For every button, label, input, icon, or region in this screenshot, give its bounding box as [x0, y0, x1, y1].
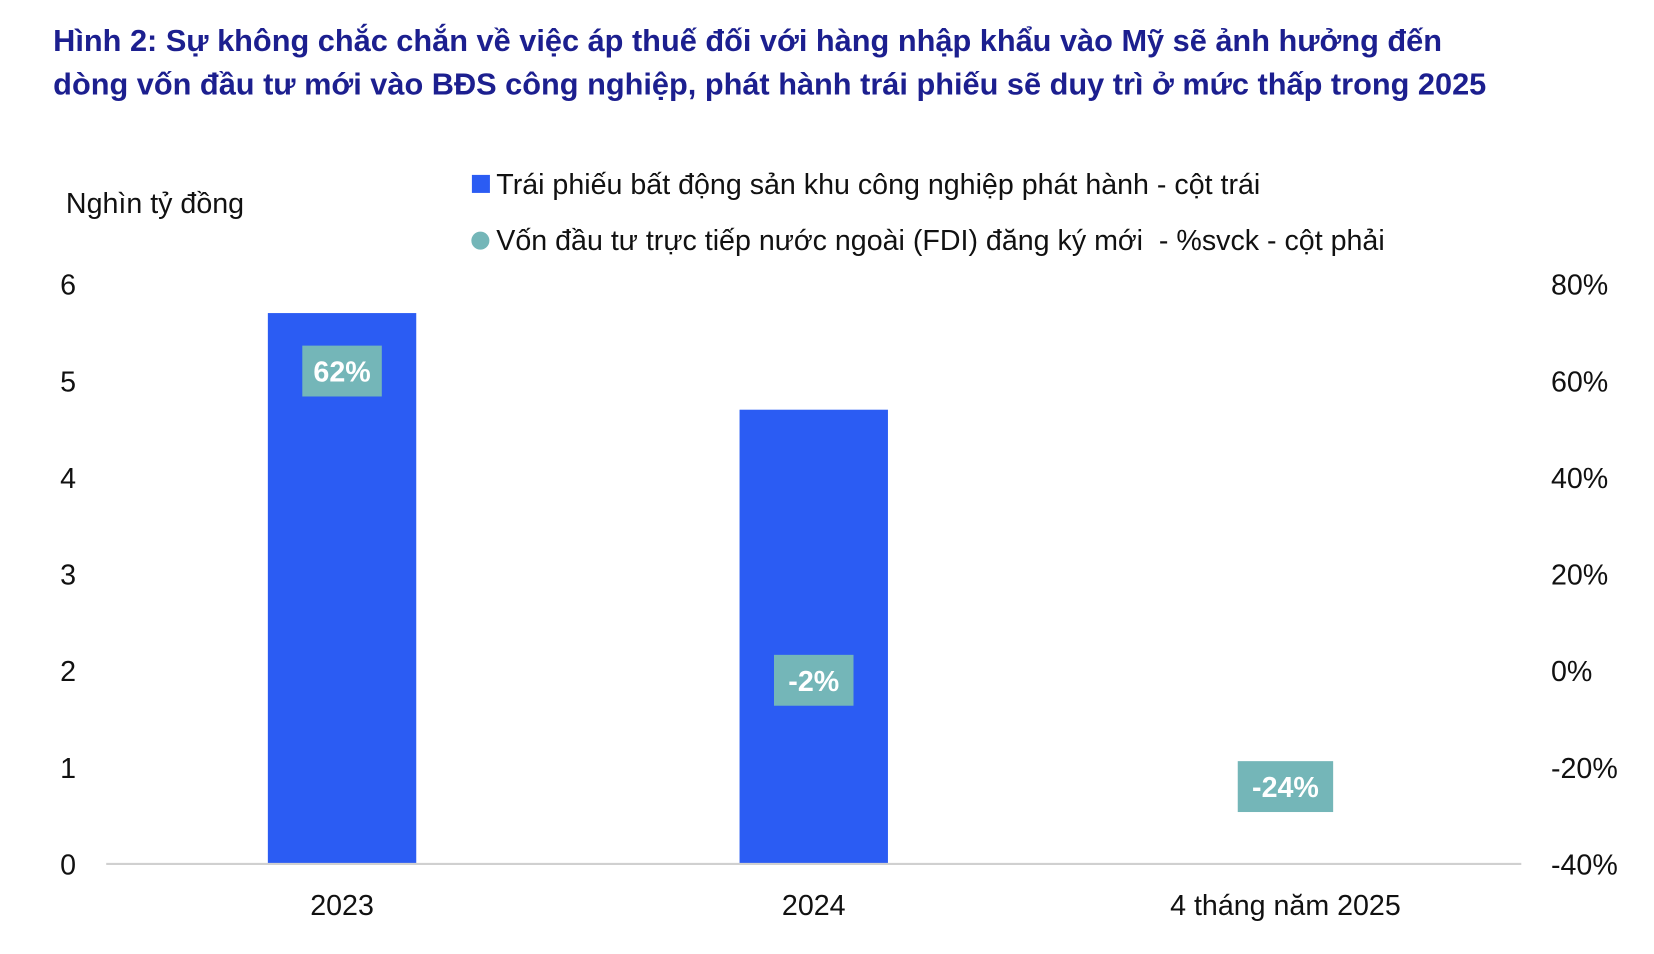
- y2-tick-label: 20%: [1551, 560, 1608, 592]
- data-label-box: [774, 654, 854, 706]
- data-label-box: [1237, 761, 1334, 813]
- y-tick-label: 2: [60, 656, 76, 688]
- y2-tick-label: -20%: [1551, 753, 1618, 785]
- y-tick-label: 1: [60, 753, 76, 785]
- y-tick-label: 5: [60, 366, 76, 398]
- legend-marker-swatch: [471, 231, 490, 250]
- y2-tick-label: 0%: [1551, 656, 1592, 688]
- x-tick-label: 2024: [782, 890, 846, 922]
- data-label: -24%: [1252, 772, 1319, 804]
- chart-title-line-2: dòng vốn đầu tư mới vào BĐS công nghiệp,…: [53, 66, 1486, 101]
- legend-bar-swatch: [471, 174, 490, 193]
- y2-tick-label: 40%: [1551, 463, 1608, 495]
- chart-title-line-1: Hình 2: Sự không chắc chắn về việc áp th…: [53, 22, 1442, 58]
- y-tick-label: 3: [60, 560, 76, 592]
- legend-bar-label: Trái phiếu bất động sản khu công nghiệp …: [496, 169, 1260, 201]
- y-tick-label: 0: [60, 850, 76, 882]
- legend-marker-label: Vốn đầu tư trực tiếp nước ngoài (FDI) đă…: [496, 225, 1384, 257]
- bar: [267, 313, 417, 864]
- y-tick-label: 6: [60, 270, 76, 302]
- y2-tick-label: 80%: [1551, 270, 1608, 302]
- data-label: -2%: [788, 666, 839, 698]
- bar: [739, 409, 888, 864]
- x-tick-label: 2023: [310, 890, 374, 922]
- y2-tick-label: 60%: [1551, 366, 1608, 398]
- y2-tick-label: -40%: [1551, 850, 1618, 882]
- x-tick-label: 4 tháng năm 2025: [1170, 890, 1401, 922]
- data-label: 62%: [313, 357, 370, 389]
- y-tick-label: 4: [60, 463, 76, 495]
- data-label-box: [302, 345, 382, 397]
- y-axis-label: Nghìn tỷ đồng: [66, 188, 244, 220]
